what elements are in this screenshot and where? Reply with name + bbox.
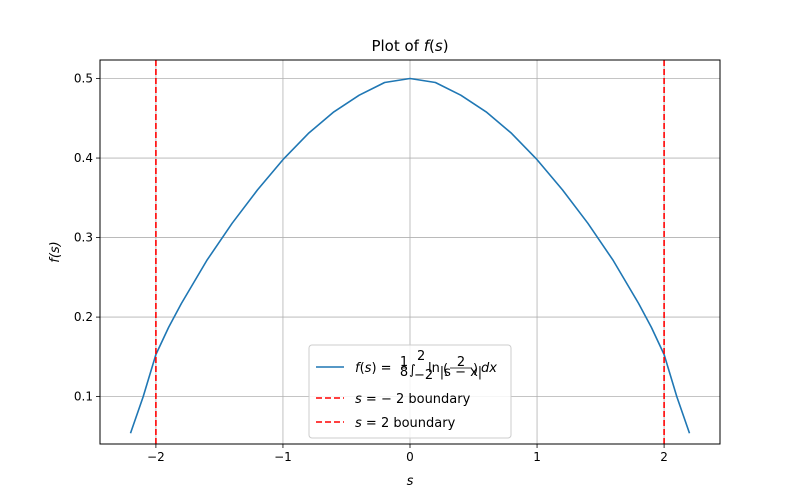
chart-title: Plot of f(s): [371, 37, 448, 55]
y-tick-label: 0.4: [74, 151, 93, 165]
legend-label-boundary: s = 2 boundary: [355, 416, 456, 431]
y-axis-label: f(s): [48, 241, 63, 263]
legend-label-boundary: s = − 2 boundary: [355, 392, 471, 407]
legend-frac-den: 8: [400, 365, 408, 380]
legend-frac-num: 1: [400, 355, 408, 370]
x-tick-label: −2: [147, 450, 165, 464]
legend-label-f: f(s) =: [355, 361, 392, 376]
legend-integral-sign: ∫: [409, 363, 416, 378]
y-tick-label: 0.3: [74, 231, 93, 245]
series-line-f: [129, 77, 691, 434]
x-tick-label: 1: [533, 450, 541, 464]
legend-inner-den: |s − x|: [440, 365, 482, 380]
ticks: −2 −1 0 1 20.10.20.30.40.5: [74, 72, 668, 464]
series-layer: [129, 60, 691, 444]
x-axis-label: s: [407, 474, 414, 489]
x-tick-label: −1: [274, 450, 292, 464]
x-tick-label: 2: [660, 450, 668, 464]
legend: f(s) = 18 ∫2−2ln(2|s − x|) dxs = − 2 bounda…: [308, 344, 512, 439]
legend-inner-num: 2: [457, 355, 465, 370]
legend-dx: dx: [481, 361, 497, 376]
legend-integral-upper: 2: [417, 349, 425, 364]
legend-integral-lower: −2: [414, 368, 433, 383]
y-tick-label: 0.1: [74, 390, 93, 404]
legend-ln: ln: [428, 361, 440, 376]
x-tick-label: 0: [406, 450, 414, 464]
y-tick-label: 0.5: [74, 72, 93, 86]
y-tick-label: 0.2: [74, 310, 93, 324]
legend-paren-left: (: [443, 362, 448, 377]
legend-paren-right: ): [473, 362, 478, 377]
